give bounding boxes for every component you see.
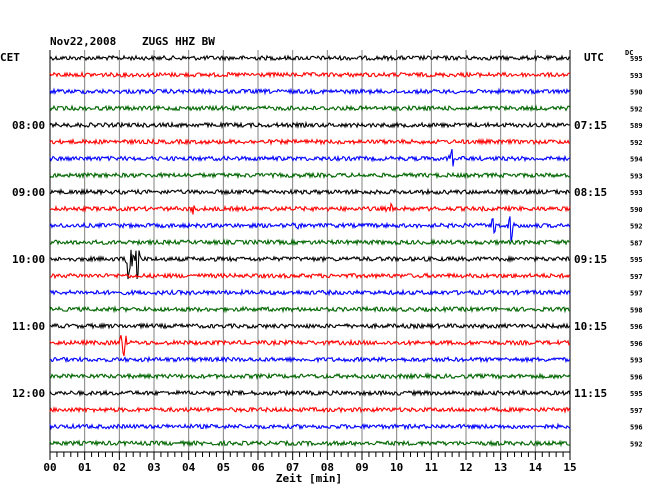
- trace-line: [49, 187, 571, 197]
- dc-offset-value: 590: [630, 206, 643, 214]
- dc-offset-value: 589: [630, 122, 643, 130]
- trace-line: [49, 272, 571, 280]
- right-hour-label: 10:15: [574, 320, 607, 333]
- dc-offset-value: 593: [630, 72, 643, 80]
- dc-offset-value: 592: [630, 440, 643, 448]
- dc-offset-value: 596: [630, 340, 643, 348]
- dc-offset-value: 595: [630, 55, 643, 63]
- left-hour-label: 10:00: [12, 253, 45, 266]
- trace-line: [49, 405, 571, 414]
- trace-labels: 08:00 09:00 10:00 11:00 12:00 07:15 08:15 09:15…: [12, 55, 643, 448]
- x-tick-label: 07: [286, 461, 299, 474]
- chart-station: ZUGS HHZ BW: [142, 35, 215, 48]
- dc-offset-value: 593: [630, 172, 643, 180]
- x-tick-label: 15: [563, 461, 576, 474]
- trace-line: [49, 439, 571, 448]
- trace-line: [49, 201, 571, 215]
- trace-line: [49, 355, 571, 364]
- x-tick-label: 10: [390, 461, 403, 474]
- trace-line: [49, 335, 571, 357]
- x-tick-label: 12: [459, 461, 472, 474]
- trace-line: [49, 388, 571, 397]
- trace-lines: [49, 54, 571, 448]
- left-hour-label: 11:00: [12, 320, 45, 333]
- trace-line: [49, 322, 571, 330]
- x-tick-label: 00: [43, 461, 56, 474]
- trace-line: [49, 104, 571, 113]
- x-tick-label: 05: [217, 461, 230, 474]
- trace-line: [49, 148, 571, 167]
- x-tick-label: 08: [321, 461, 334, 474]
- dc-offset-value: 597: [630, 290, 643, 298]
- x-tick-label: 01: [78, 461, 92, 474]
- trace-line: [49, 238, 571, 247]
- dc-offset-value: 596: [630, 424, 643, 432]
- dc-offset-value: 596: [630, 373, 643, 381]
- dc-offset-value: 597: [630, 273, 643, 281]
- x-tick-label: 03: [147, 461, 160, 474]
- dc-offset-value: 597: [630, 407, 643, 415]
- dc-offset-value: 587: [630, 239, 643, 247]
- right-hour-label: 08:15: [574, 186, 607, 199]
- dc-offset-value: 592: [630, 139, 643, 147]
- dc-offset-value: 595: [630, 256, 643, 264]
- dc-offset-value: 595: [630, 390, 643, 398]
- trace-line: [49, 422, 571, 431]
- trace-line: [49, 216, 571, 242]
- trace-line: [49, 288, 571, 297]
- left-hour-label: 08:00: [12, 119, 45, 132]
- dc-offset-value: 593: [630, 357, 643, 365]
- dc-offset-header: DC: [625, 49, 633, 57]
- chart-date: Nov22,2008: [50, 35, 116, 48]
- trace-line: [49, 305, 571, 314]
- left-hour-label: 09:00: [12, 186, 45, 199]
- dc-offset-value: 592: [630, 105, 643, 113]
- trace-line: [49, 171, 571, 180]
- trace-line: [49, 54, 571, 62]
- trace-line: [49, 87, 571, 96]
- x-tick-label: 06: [251, 461, 265, 474]
- trace-line: [50, 249, 571, 280]
- trace-line: [49, 372, 571, 381]
- right-hour-label: 09:15: [574, 253, 607, 266]
- dc-offset-value: 594: [630, 156, 643, 164]
- minute-grid: [49, 50, 571, 452]
- dc-offset-value: 596: [630, 323, 643, 331]
- dc-offset-value: 598: [630, 306, 643, 314]
- right-hour-label: 07:15: [574, 119, 607, 132]
- x-axis-title: Zeit [min]: [276, 472, 342, 485]
- right-timezone-label: UTC: [584, 51, 604, 64]
- x-tick-label: 04: [182, 461, 196, 474]
- dc-offset-value: 592: [630, 223, 643, 231]
- trace-line: [49, 137, 571, 146]
- dc-offset-value: 593: [630, 189, 643, 197]
- x-tick-label: 09: [355, 461, 368, 474]
- x-tick-label: 14: [529, 461, 543, 474]
- trace-line: [49, 120, 571, 130]
- x-tick-label: 13: [494, 461, 507, 474]
- left-timezone-label: CET: [0, 51, 20, 64]
- time-axis: 00 01 02 03 04 05 06 07 08 09 10 11 12 13 14 15: [43, 451, 577, 474]
- trace-line: [49, 70, 571, 79]
- x-tick-label: 11: [425, 461, 439, 474]
- left-hour-label: 12:00: [12, 387, 45, 400]
- right-hour-label: 11:15: [574, 387, 607, 400]
- x-tick-label: 02: [113, 461, 126, 474]
- dc-offset-value: 590: [630, 89, 643, 97]
